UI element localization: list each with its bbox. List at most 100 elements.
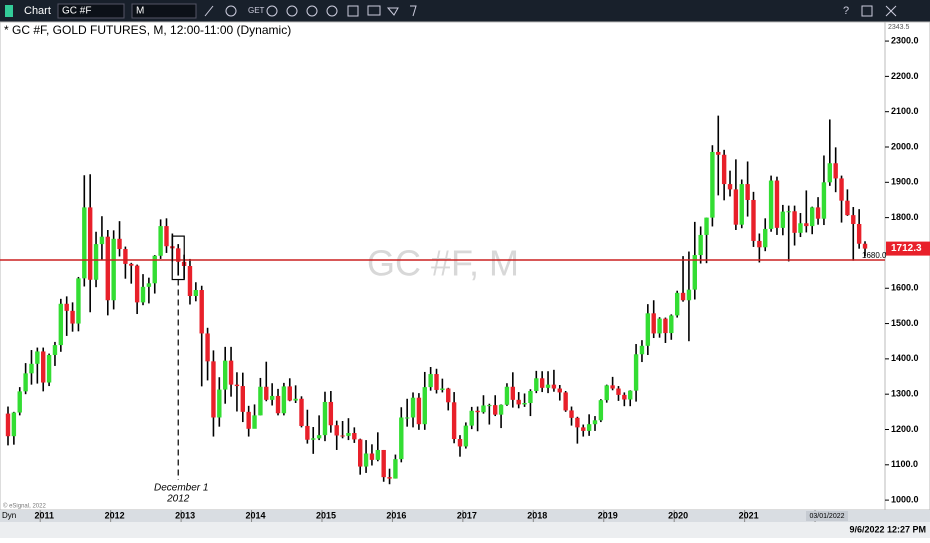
candle-body — [46, 354, 52, 383]
candle-body — [798, 223, 803, 233]
candle-body — [41, 351, 46, 383]
candle-body — [240, 386, 245, 412]
icon[interactable] — [410, 5, 417, 17]
candle-body — [610, 385, 615, 389]
y-tick-label: 1000.0 — [891, 494, 919, 504]
candle-body — [416, 397, 422, 425]
candle-body — [287, 386, 292, 401]
candle-body — [763, 228, 768, 248]
candle-body — [5, 413, 11, 437]
candle-body — [434, 374, 439, 390]
candle-body — [264, 386, 269, 400]
candle-body — [258, 386, 263, 416]
candle-body — [399, 417, 404, 460]
candle-body — [645, 313, 651, 346]
candle-body — [117, 238, 122, 250]
candle-body — [545, 384, 551, 388]
x-tick-label: 2014 — [246, 510, 266, 520]
restore-button[interactable] — [861, 5, 873, 17]
candle-body — [58, 303, 64, 346]
candle-body — [815, 207, 821, 219]
help-button[interactable]: ? — [843, 5, 849, 17]
candle-body — [146, 283, 152, 287]
candle-body — [140, 286, 146, 303]
price-axis — [884, 21, 930, 511]
candle-body — [275, 395, 281, 414]
candle-body — [134, 265, 140, 303]
candle-body — [305, 425, 310, 440]
candle-body — [281, 386, 287, 414]
copyright: © eSignal, 2022 — [3, 503, 46, 510]
candle-body — [346, 433, 351, 436]
candle-body — [727, 184, 733, 190]
candle-body — [428, 374, 433, 388]
y-tick-label: 1400.0 — [891, 353, 919, 363]
candle-body — [311, 438, 316, 440]
x-tick-label: 2020 — [668, 510, 688, 520]
icon[interactable] — [386, 7, 399, 16]
candle-body — [11, 412, 17, 437]
candle-body — [845, 200, 850, 216]
candle-body — [99, 236, 105, 245]
icon[interactable] — [266, 5, 278, 17]
y-tick-label: 2300.0 — [891, 35, 919, 45]
get-button[interactable]: GET — [248, 6, 265, 15]
candle-body — [334, 425, 339, 436]
icon[interactable] — [306, 5, 318, 17]
y-tick-label: 2100.0 — [891, 106, 919, 116]
candle-body — [76, 278, 81, 324]
candle-body — [369, 453, 375, 460]
candle-body — [322, 401, 328, 436]
candle-body — [510, 386, 516, 400]
y-tick-label: 1600.0 — [891, 283, 919, 293]
candle-body — [105, 236, 110, 301]
candle-body — [716, 151, 721, 155]
candle-body — [199, 290, 204, 334]
candle-body — [498, 404, 504, 415]
icon[interactable] — [204, 5, 214, 17]
symbol-text[interactable]: GC #F — [62, 6, 91, 17]
candle-body — [358, 439, 363, 467]
candle-body — [633, 354, 639, 391]
icon[interactable] — [367, 5, 381, 16]
candle-body — [52, 345, 58, 355]
annotation-text: 2012 — [166, 494, 190, 505]
candle-body — [809, 207, 815, 227]
candle-body — [328, 401, 334, 426]
candle-body — [839, 178, 844, 201]
plot-area — [0, 21, 886, 511]
symbol-box[interactable] — [57, 3, 125, 19]
icon[interactable] — [225, 5, 237, 17]
last-price-label: 1712.3 — [891, 243, 922, 254]
candle-body — [792, 211, 797, 233]
window-title: Chart — [24, 5, 51, 17]
candle-body — [528, 391, 533, 404]
candle-body — [234, 384, 240, 387]
candle-body — [862, 243, 868, 249]
candle-body — [469, 410, 474, 426]
y-tick-label: 1800.0 — [891, 212, 919, 222]
candle-body — [299, 398, 304, 426]
candle-body — [569, 410, 574, 418]
interval-text[interactable]: M — [136, 6, 144, 17]
candle-body — [93, 244, 99, 280]
icon[interactable] — [326, 5, 338, 17]
candle-body — [674, 292, 680, 316]
interval-box[interactable] — [131, 3, 197, 19]
candle-body — [481, 405, 486, 413]
x-tick-label: 2015 — [316, 510, 336, 520]
candle-body — [698, 234, 703, 256]
icon[interactable] — [286, 5, 298, 17]
candle-body — [686, 289, 692, 301]
candle-body — [581, 427, 586, 431]
x-tick-label: 2013 — [175, 510, 195, 520]
candle-body — [680, 292, 686, 301]
candle-body — [604, 385, 609, 401]
x-tick-label: 2021 — [739, 510, 759, 520]
icon[interactable] — [347, 5, 359, 17]
candle-body — [222, 360, 228, 390]
close-button[interactable] — [885, 5, 897, 17]
candle-body — [827, 163, 832, 183]
candle-body — [821, 182, 827, 219]
crosshair-date-box — [806, 511, 848, 521]
